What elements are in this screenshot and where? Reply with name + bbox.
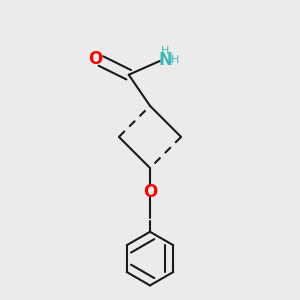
Text: H: H	[161, 46, 169, 56]
Text: H: H	[171, 55, 180, 65]
Text: N: N	[158, 51, 172, 69]
Text: O: O	[88, 50, 102, 68]
Text: O: O	[143, 182, 157, 200]
